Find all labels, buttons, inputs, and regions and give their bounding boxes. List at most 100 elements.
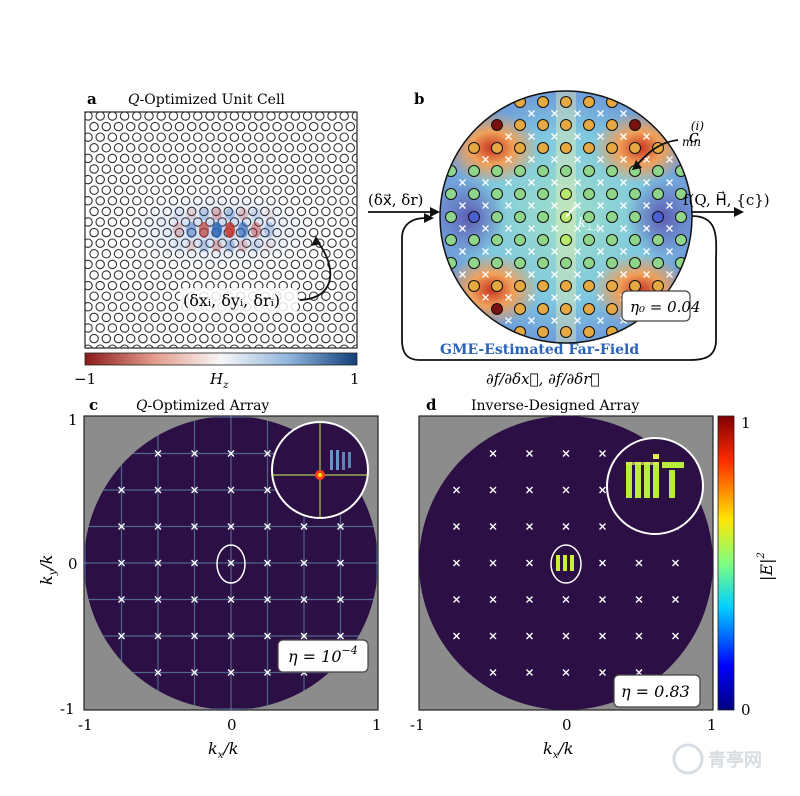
air-hole (278, 259, 288, 270)
diffraction-order (227, 669, 235, 676)
diffraction-order (337, 596, 344, 603)
air-hole (205, 112, 215, 121)
air-hole (162, 291, 173, 301)
feedback-loop (401, 215, 718, 361)
coefficient-point (560, 96, 572, 108)
diffraction-order (227, 632, 235, 640)
air-hole (266, 344, 276, 348)
air-hole (339, 259, 349, 270)
air-hole (241, 238, 252, 248)
air-hole (327, 196, 337, 206)
lattice-cross (666, 271, 673, 278)
field-lobe (238, 240, 248, 252)
coefficient-point (583, 142, 595, 154)
diffraction-order (599, 559, 606, 567)
air-hole (132, 302, 142, 312)
air-hole (132, 112, 142, 121)
air-hole (308, 143, 319, 153)
air-hole (162, 121, 173, 132)
k-perp-label: k⊥,i (578, 216, 599, 232)
air-hole (107, 132, 118, 142)
air-hole (85, 217, 93, 227)
diffraction-order (118, 486, 125, 494)
diffraction-order (453, 486, 460, 494)
air-hole (193, 238, 203, 248)
air-hole (168, 217, 179, 227)
air-hole (107, 196, 118, 206)
diffraction-order (453, 596, 460, 603)
air-hole (371, 334, 379, 342)
diffraction-order (118, 559, 125, 567)
coefficient-point (537, 188, 549, 200)
diffraction-order (191, 486, 198, 494)
air-hole (266, 174, 276, 185)
air-hole (241, 323, 252, 333)
air-hole (174, 227, 185, 238)
air-hole (260, 249, 270, 259)
air-hole (302, 280, 313, 291)
panel-d-zoom-marker (550, 544, 582, 584)
coefficient-point (491, 257, 503, 269)
air-hole (254, 344, 264, 348)
air-hole (315, 174, 325, 185)
air-hole (162, 270, 173, 280)
diffraction-order (300, 596, 308, 603)
air-hole (89, 249, 99, 259)
air-hole (125, 143, 136, 153)
lattice-cross (505, 271, 512, 278)
air-hole (205, 153, 215, 164)
air-hole (180, 174, 191, 185)
air-hole (290, 174, 301, 185)
coefficient-point (629, 142, 641, 154)
air-hole (186, 143, 197, 153)
air-hole (308, 206, 319, 217)
diffraction-order (526, 523, 533, 530)
output-label: f(Q, H⃗, {c}) (683, 190, 770, 209)
watermark: 青亭网 (672, 743, 762, 775)
air-hole (217, 217, 227, 227)
coefficient-label: c(i) mn (682, 119, 704, 149)
air-hole (211, 333, 221, 344)
air-hole (364, 154, 372, 162)
air-hole (156, 112, 166, 121)
air-hole (302, 132, 313, 142)
lattice-cross (505, 225, 512, 232)
air-hole (272, 121, 282, 132)
lattice-cross (482, 156, 489, 163)
air-hole (278, 153, 288, 164)
air-hole (302, 323, 313, 333)
air-hole (308, 270, 319, 280)
lattice-cross (597, 110, 604, 117)
air-hole (150, 291, 160, 301)
air-hole (125, 185, 136, 195)
air-hole (95, 238, 105, 248)
air-hole (260, 185, 270, 195)
coefficient-point (652, 211, 664, 223)
lattice-cross (528, 248, 535, 255)
air-hole (302, 302, 313, 312)
air-hole (315, 132, 325, 142)
air-hole (162, 143, 173, 153)
air-hole (296, 249, 307, 259)
air-hole (199, 164, 209, 174)
coefficient-point (514, 234, 526, 246)
air-hole (290, 259, 301, 270)
gradient-label: ∂f/∂δx⃗, ∂f/∂δr⃗ (486, 370, 599, 388)
air-hole (284, 164, 295, 174)
air-hole (95, 112, 105, 121)
air-hole (308, 249, 319, 259)
e-colorbar (717, 415, 735, 711)
air-hole (119, 280, 130, 291)
air-hole (211, 312, 221, 323)
diffraction-order (526, 596, 533, 603)
air-hole (125, 164, 136, 174)
hole-lattice (85, 112, 379, 348)
e-colorbar-label: |E|2 (756, 552, 776, 581)
air-hole (278, 238, 288, 248)
lattice-cross (528, 133, 535, 140)
air-hole (144, 217, 154, 227)
air-hole (162, 312, 173, 323)
coefficient-point (468, 188, 480, 200)
eta-c-label: η = 10−4 (288, 644, 358, 666)
air-hole (278, 112, 288, 121)
